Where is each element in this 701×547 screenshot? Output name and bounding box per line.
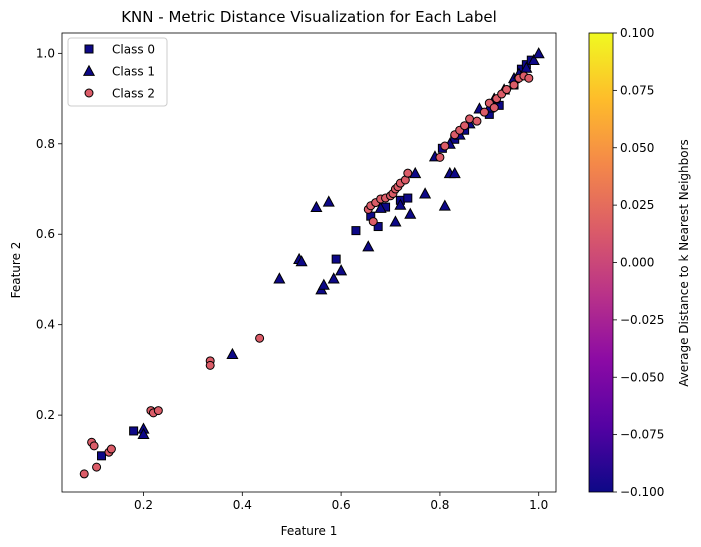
data-point	[374, 201, 387, 213]
colorbar-tick-label: 0.000	[620, 256, 654, 270]
data-point	[273, 272, 286, 284]
data-point	[403, 168, 413, 178]
data-point	[97, 451, 107, 461]
y-tick-label: 1.0	[36, 46, 55, 60]
x-axis-ticks: 0.2 0.4 0.6 0.8 1.0	[134, 492, 548, 512]
data-point	[226, 347, 239, 359]
data-point	[331, 254, 341, 264]
data-point	[362, 240, 375, 252]
x-tick-label: 0.2	[134, 498, 153, 512]
legend: Class 0 Class 1 Class 2	[67, 37, 168, 107]
data-point	[479, 107, 489, 117]
data-point	[502, 85, 512, 95]
data-point	[373, 222, 383, 232]
data-point	[524, 73, 534, 83]
data-point	[409, 166, 422, 179]
data-point	[389, 215, 402, 227]
data-point	[419, 187, 432, 199]
data-point	[460, 121, 470, 131]
data-point	[335, 264, 348, 276]
data-point	[465, 114, 475, 124]
data-point	[310, 200, 323, 213]
data-point	[79, 469, 89, 479]
colorbar-tick-label: −0.050	[620, 370, 664, 384]
data-point	[137, 427, 150, 440]
y-tick-label: 0.8	[36, 137, 55, 151]
data-point	[448, 166, 461, 179]
y-tick-label: 0.2	[36, 408, 55, 422]
y-axis-ticks: 0.2 0.4 0.6 0.8 1.0	[36, 46, 62, 422]
x-tick-label: 0.8	[430, 498, 449, 512]
plot-background	[62, 33, 556, 492]
data-point	[489, 103, 499, 113]
colorbar-tick-label: −0.100	[620, 485, 664, 499]
data-point	[106, 444, 116, 454]
colorbar-tick-label: −0.075	[620, 428, 664, 442]
colorbar-tick-label: −0.025	[620, 313, 664, 327]
data-point	[295, 255, 308, 267]
legend-marker-square	[84, 44, 94, 54]
data-point	[89, 441, 99, 451]
data-point	[368, 217, 378, 227]
data-point	[129, 426, 139, 436]
colorbar-label: Average Distance to k Nearest Neighbors	[677, 139, 691, 387]
legend-marker-triangle	[82, 64, 96, 76]
legend-marker-circle	[84, 88, 94, 98]
x-tick-label: 1.0	[529, 498, 548, 512]
data-point	[255, 333, 265, 343]
data-point	[509, 80, 519, 90]
x-tick-label: 0.6	[332, 498, 351, 512]
colorbar-tick-label: 0.025	[620, 198, 654, 212]
data-point	[404, 207, 417, 219]
x-tick-label: 0.4	[233, 498, 252, 512]
data-point	[440, 141, 450, 151]
x-axis-label: Feature 1	[281, 524, 338, 538]
legend-label: Class 1	[112, 65, 155, 79]
data-point	[92, 462, 102, 472]
legend-box	[67, 37, 168, 107]
data-point	[435, 152, 445, 162]
data-point	[394, 198, 407, 210]
y-axis-label: Feature 2	[9, 242, 23, 299]
legend-label: Class 2	[112, 87, 155, 101]
chart-title: KNN - Metric Distance Visualization for …	[121, 8, 497, 26]
y-tick-label: 0.6	[36, 227, 55, 241]
colorbar-tick-label: 0.100	[620, 26, 654, 40]
data-point	[403, 193, 413, 203]
plot-frame	[61, 32, 557, 493]
colorbar: 0.100 0.075 0.050 0.025 0.000 −0.025 −0.050 −0.…	[588, 26, 664, 499]
legend-label: Class 0	[112, 43, 155, 57]
data-point	[527, 53, 540, 66]
colorbar-tick-label: 0.050	[620, 141, 654, 155]
y-tick-label: 0.4	[36, 318, 55, 332]
data-point	[322, 195, 335, 207]
data-point	[205, 360, 215, 370]
plot-area	[61, 32, 557, 493]
data-point	[351, 226, 361, 236]
data-point	[438, 199, 451, 211]
colorbar-tick-label: 0.075	[620, 83, 654, 97]
colorbar-gradient	[588, 32, 614, 493]
data-point	[327, 272, 340, 284]
data-point	[472, 116, 482, 126]
data-point	[532, 47, 545, 59]
data-point	[153, 406, 163, 416]
data-point	[317, 278, 330, 290]
